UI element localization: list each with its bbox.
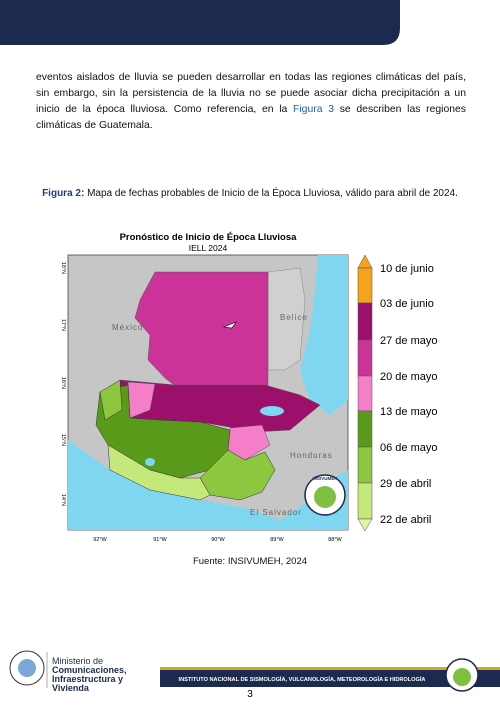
institute-name: INSTITUTO NACIONAL DE SISMOLOGÍA, VULCAN… [179,675,426,683]
caribbean-sea [300,255,348,415]
colorbar-segment [357,267,373,304]
colorbar-segment [357,375,373,412]
figure-caption: Figura 2: Mapa de fechas probables de In… [0,188,500,199]
colorbar [357,254,373,532]
colorbar-cap [357,518,373,532]
colorbar-segment [357,482,373,520]
lake-atitlan [145,458,155,466]
lon-label: 88°W [328,537,342,543]
ministry-line: Comunicaciones, [52,665,127,675]
lat-label: 17°N [60,319,66,331]
lon-labels: 92°W 91°W 90°W 89°W 88°W [93,537,342,543]
lake-izabal [260,406,284,416]
ministry-line: Infraestructura y [52,674,123,684]
figure-link[interactable]: Figura 3 [293,104,334,115]
logo-inner [314,486,336,508]
ministry-line: Ministerio de [52,656,103,666]
legend-label: 10 de junio [380,263,434,275]
lat-labels: 18°N 17°N 16°N 15°N 14°N [60,262,66,506]
institute-logo-inner [453,668,471,686]
region-peten [134,271,269,389]
colorbar-segment [357,339,373,377]
colorbar-cap [357,254,373,269]
paragraph-text: se describen las regiones climáticas de … [36,104,466,131]
lat-label: 15°N [60,434,66,446]
lat-label: 14°N [60,494,66,506]
colorbar-segment [357,446,373,484]
footer-band [160,670,500,687]
country-label: Honduras [290,451,333,460]
figure-source: Fuente: INSIVUMEH, 2024 [192,556,308,567]
pacific-ocean [68,440,348,530]
legend-label: 20 de mayo [380,371,437,383]
colorbar-segment [357,410,373,448]
lon-label: 91°W [153,537,167,543]
paragraph-text: eventos aislados de lluvia se pueden des… [36,72,466,115]
map-subtitle: IELL 2024 [189,243,228,253]
country-label: México [112,323,143,332]
ministry-line: Vivienda [52,683,90,693]
page-number: 3 [247,689,253,700]
region-coast [107,444,211,501]
country-label: Belice [280,313,308,322]
map-title: Pronóstico de Inicio de Época Lluviosa [120,232,298,243]
lon-label: 89°W [270,537,284,543]
lat-label: 16°N [60,377,66,389]
country-label: El Salvador [250,508,302,517]
legend-label: 06 de mayo [380,442,437,454]
legend-label: 03 de junio [380,298,434,310]
lon-label: 90°W [211,537,225,543]
legend-label: 27 de mayo [380,335,437,347]
ministry-seal-inner [18,659,36,677]
legend-label: 22 de abril [380,514,431,526]
caption-text: Mapa de fechas probables de Inicio de la… [87,188,458,199]
legend-labels: 10 de junio 03 de junio 27 de mayo 20 de… [380,263,437,526]
region-northwest [99,379,123,421]
lake-peten [222,321,237,329]
legend-label: 29 de abril [380,478,431,490]
legend-label: 13 de mayo [380,406,437,418]
logo-text: INSIVUMEH [312,476,337,481]
header-band [0,0,400,45]
footer-gold-line [160,667,500,670]
ministry-seal [9,650,45,686]
body-paragraph: eventos aislados de lluvia se pueden des… [36,70,466,134]
caption-label: Figura 2: [42,188,85,199]
lon-label: 92°W [93,537,107,543]
lat-label: 18°N [60,262,66,274]
colorbar-segment [357,302,373,341]
